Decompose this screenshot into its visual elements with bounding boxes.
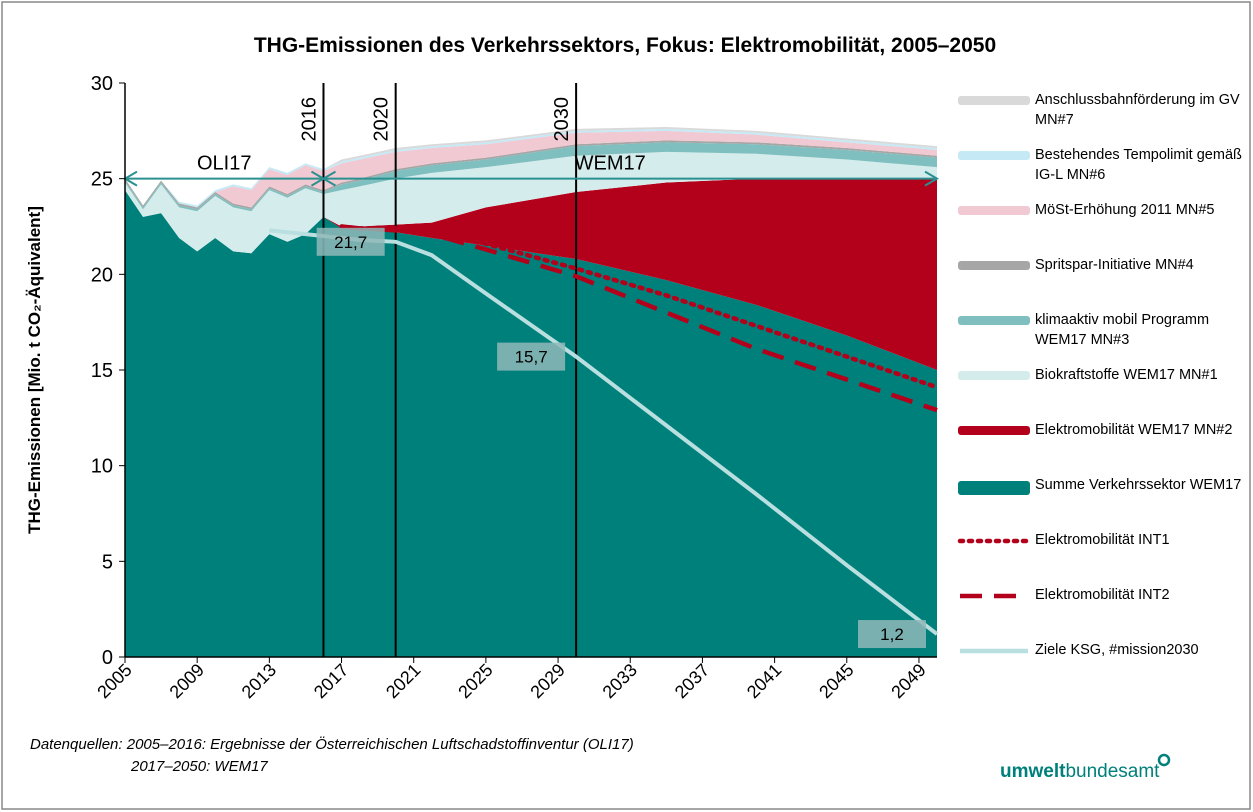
logo-part: bundesamt (1065, 761, 1160, 782)
area (125, 151, 937, 254)
legend-label: Elektromobilität INT1 (1035, 532, 1170, 548)
legend-swatch (958, 481, 1030, 495)
arrow-label: OLI17 (197, 153, 251, 175)
value-label: 21,7 (334, 233, 367, 252)
marker-label: 2030 (551, 97, 573, 142)
source-line: Datenquellen: 2005–2016: Ergebnisse der … (30, 735, 634, 753)
x-tick-label: 2045 (815, 660, 857, 702)
legend-label: Summe Verkehrssektor WEM17 (1035, 477, 1242, 493)
x-tick-label: 2049 (887, 660, 929, 702)
y-tick-label: 25 (91, 169, 113, 191)
value-label-box (497, 342, 566, 371)
legend-label: Biokraftstoffe WEM17 MN#1 (1035, 367, 1218, 383)
y-axis-label: THG-Emissionen [Mio. t CO₂-Äquivalent] (25, 206, 44, 534)
y-tick-label: 15 (91, 360, 113, 382)
legend-label: Spritspar-Initiative MN#4 (1035, 257, 1194, 273)
x-tick-label: 2037 (671, 660, 713, 702)
y-tick-label: 20 (91, 264, 113, 286)
y-tick-label: 10 (91, 456, 113, 478)
value-label-box (858, 620, 926, 649)
legend-swatch (958, 316, 1030, 325)
legend-swatch (958, 96, 1030, 105)
y-tick-label: 30 (91, 73, 113, 95)
legend-swatch (958, 371, 1030, 380)
chart-title: THG-Emissionen des Verkehrssektors, Foku… (254, 34, 996, 57)
marker-label: 2020 (371, 97, 393, 142)
x-tick-label: 2009 (166, 660, 208, 702)
arrow-head (321, 170, 336, 187)
x-tick-label: 2017 (310, 660, 352, 702)
x-tick-label: 2041 (743, 660, 785, 702)
legend-swatch (958, 151, 1030, 160)
logo: umweltbundesamt (1000, 761, 1160, 782)
x-tick-label: 2029 (526, 660, 568, 702)
area (125, 142, 937, 212)
value-label-box (316, 227, 385, 256)
legend-label: klimaaktiv mobil Programm WEM17 MN#3 (1035, 312, 1210, 348)
x-tick-label: 2033 (599, 660, 641, 702)
value-label: 15,7 (515, 348, 548, 367)
x-tick-label: 2005 (93, 660, 135, 702)
legend-label: Bestehendes Tempolimit gemäß IG-L MN#6 (1035, 147, 1242, 183)
logo-part: umwelt (1000, 761, 1066, 782)
line (269, 228, 939, 636)
legend-label: Anschlussbahnförderung im GV MN#7 (1035, 92, 1240, 128)
logo-mark (1157, 753, 1171, 767)
y-tick-label: 0 (102, 647, 113, 669)
legend-label: Elektromobilität WEM17 MN#2 (1035, 422, 1233, 438)
marker-label: 2016 (298, 97, 320, 142)
legend-swatch (958, 261, 1030, 270)
arrow-head (924, 170, 939, 187)
legend-swatch (958, 206, 1030, 215)
source-line: 2017–2050: WEM17 (130, 758, 268, 775)
x-tick-label: 2021 (382, 660, 424, 702)
value-label: 1,2 (880, 625, 904, 644)
x-tick-label: 2025 (454, 660, 496, 702)
arrow-label: WEM17 (575, 153, 646, 175)
area (125, 130, 937, 208)
x-tick-label: 2013 (238, 660, 280, 702)
legend-label: Ziele KSG, #mission2030 (1035, 642, 1199, 658)
area (125, 128, 937, 208)
legend-label: Elektromobilität INT2 (1035, 587, 1170, 603)
area (125, 190, 937, 657)
y-tick-label: 5 (102, 551, 113, 573)
legend-swatch (958, 426, 1030, 435)
legend-label: MöSt-Erhöhung 2011 MN#5 (1035, 202, 1215, 218)
area (125, 178, 937, 370)
